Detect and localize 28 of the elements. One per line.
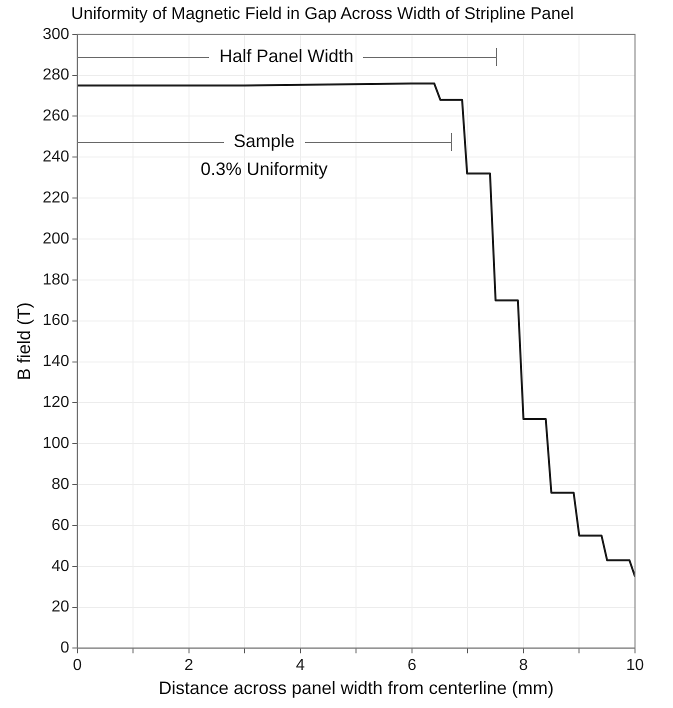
y-tick-label: 180: [42, 271, 70, 288]
y-tick-label: 120: [42, 394, 70, 412]
annotation: Sample: [234, 130, 295, 151]
x-tick-label: 4: [296, 657, 305, 674]
y-tick-label: 200: [42, 230, 70, 248]
x-tick-label: 8: [519, 657, 528, 674]
annotation: 0.3% Uniformity: [200, 159, 328, 180]
y-tick-label: 220: [42, 189, 70, 206]
y-tick-label: 160: [42, 312, 70, 330]
x-tick-label: 2: [184, 657, 194, 674]
y-tick-label: 300: [42, 26, 70, 43]
y-axis-title: B field (T): [14, 302, 34, 380]
y-tick-label: 20: [52, 598, 70, 616]
x-axis-title: Distance across panel width from centerline (mm): [158, 678, 554, 698]
y-tick-label: 240: [42, 148, 70, 166]
x-tick-label: 0: [72, 657, 82, 674]
y-tick-label: 280: [42, 66, 70, 84]
x-tick-label: 10: [626, 657, 644, 674]
y-tick-label: 260: [42, 108, 70, 125]
y-tick-label: 60: [52, 516, 70, 534]
annotation: Half Panel Width: [219, 46, 354, 66]
y-tick-label: 140: [42, 353, 70, 370]
y-tick-label: 0: [60, 640, 70, 657]
y-tick-label: 80: [52, 476, 70, 493]
y-tick-label: 40: [52, 558, 70, 575]
y-tick-label: 100: [42, 435, 70, 452]
x-tick-label: 6: [407, 657, 416, 674]
chart-title: Uniformity of Magnetic Field in Gap Across Width of Stripline Panel: [71, 4, 574, 23]
